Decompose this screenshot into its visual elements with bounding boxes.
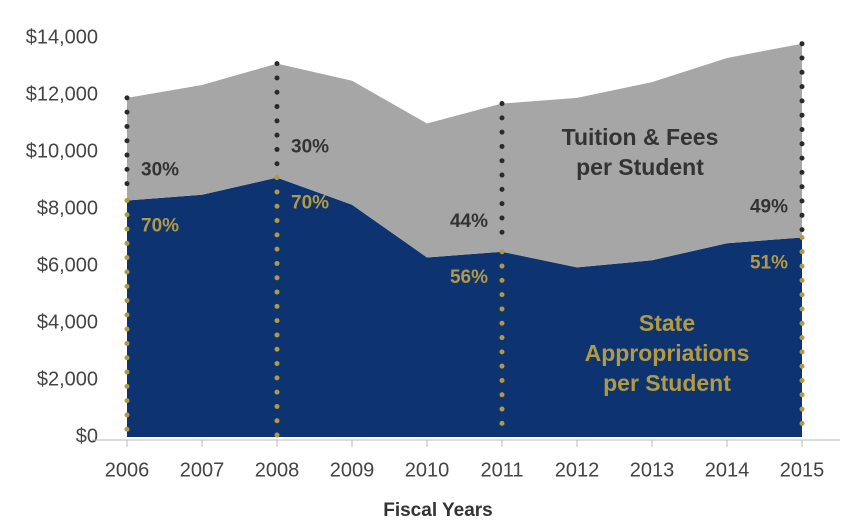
y-tick-label: $14,000	[26, 26, 98, 48]
share-label: 56%	[450, 267, 488, 288]
share-label: 30%	[141, 159, 179, 180]
y-tick-label: $6,000	[37, 254, 98, 276]
x-tick-label: 2008	[255, 459, 300, 481]
series-label: State Appropriations per Student	[584, 310, 750, 396]
y-tick-label: $8,000	[37, 197, 98, 219]
share-label: 51%	[750, 253, 788, 274]
y-tick-label: $12,000	[26, 83, 98, 105]
x-tick-label: 2013	[630, 459, 675, 481]
x-tick-label: 2014	[705, 459, 750, 481]
share-label: 44%	[450, 211, 488, 232]
series-label: Tuition & Fees per Student	[561, 124, 719, 180]
share-label: 70%	[141, 215, 179, 236]
y-tick-label: $2,000	[37, 368, 98, 390]
x-tick-label: 2010	[405, 459, 450, 481]
share-label: 30%	[291, 137, 329, 158]
x-tick-label: 2015	[780, 459, 825, 481]
share-label: 49%	[750, 197, 788, 218]
x-tick-label: 2006	[105, 459, 150, 481]
x-tick-label: 2012	[555, 459, 600, 481]
x-tick-label: 2011	[480, 459, 523, 481]
x-tick-label: 2009	[330, 459, 375, 481]
y-tick-label: $0	[76, 425, 98, 447]
x-axis-title: Fiscal Years	[383, 500, 493, 521]
share-label: 70%	[291, 193, 329, 214]
area	[127, 43, 802, 268]
y-tick-label: $10,000	[26, 140, 98, 162]
x-tick-label: 2007	[180, 459, 225, 481]
y-tick-label: $4,000	[37, 311, 98, 333]
area	[127, 177, 802, 437]
